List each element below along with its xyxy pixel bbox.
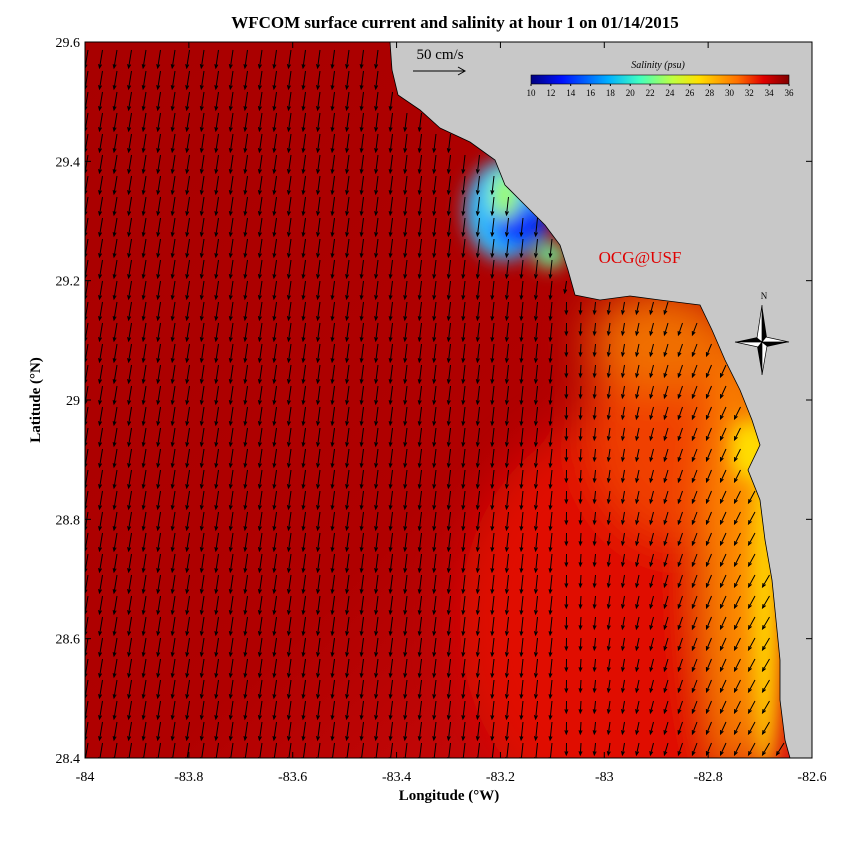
y-tick-label: 29.6 (56, 36, 81, 51)
x-tick-label: -83.2 (486, 770, 515, 785)
compass (734, 304, 790, 376)
y-tick-label: 28.6 (56, 633, 81, 648)
colorbar-label: Salinity (psu) (631, 60, 685, 71)
x-tick-label: -82.6 (797, 770, 826, 785)
colorbar (530, 74, 790, 85)
colorbar-tick-label: 30 (725, 88, 735, 98)
compass-north: N (761, 291, 768, 301)
current-vectors (85, 49, 785, 758)
y-axis-label: Latitude (°N) (28, 357, 44, 443)
x-axis-label: Longitude (°W) (399, 788, 500, 804)
scale-arrow (413, 66, 467, 76)
land (389, 42, 812, 758)
colorbar-tick-label: 34 (765, 88, 775, 98)
colorbar-tick-label: 20 (626, 88, 636, 98)
colorbar-tick-label: 14 (566, 88, 576, 98)
colorbar-tick-label: 22 (646, 88, 655, 98)
y-tick-label: 28.8 (56, 513, 81, 528)
colorbar-tick-label: 24 (665, 88, 675, 98)
colorbar-tick-label: 16 (586, 88, 596, 98)
x-tick-label: -83.8 (174, 770, 203, 785)
map-area (85, 42, 812, 758)
x-tick-label: -84 (76, 770, 95, 785)
colorbar-tick-label: 18 (606, 88, 616, 98)
colorbar-tick-label: 26 (685, 88, 695, 98)
x-tick-label: -83.6 (278, 770, 307, 785)
colorbar-tick-label: 12 (546, 88, 555, 98)
x-tick-label: -82.8 (694, 770, 723, 785)
colorbar-tick-label: 10 (527, 88, 537, 98)
title: WFCOM surface current and salinity at ho… (231, 13, 679, 32)
x-tick-label: -83 (595, 770, 614, 785)
colorbar-tick-label: 36 (785, 88, 795, 98)
y-tick-label: 29.4 (56, 155, 81, 170)
x-tick-label: -83.4 (382, 770, 411, 785)
y-tick-label: 29 (66, 394, 80, 409)
colorbar-tick-label: 28 (705, 88, 715, 98)
scale-label: 50 cm/s (416, 47, 463, 63)
y-tick-label: 29.2 (56, 275, 81, 290)
credit: OCG@USF (599, 248, 682, 267)
y-tick-label: 28.4 (56, 752, 81, 767)
colorbar-tick-label: 32 (745, 88, 754, 98)
